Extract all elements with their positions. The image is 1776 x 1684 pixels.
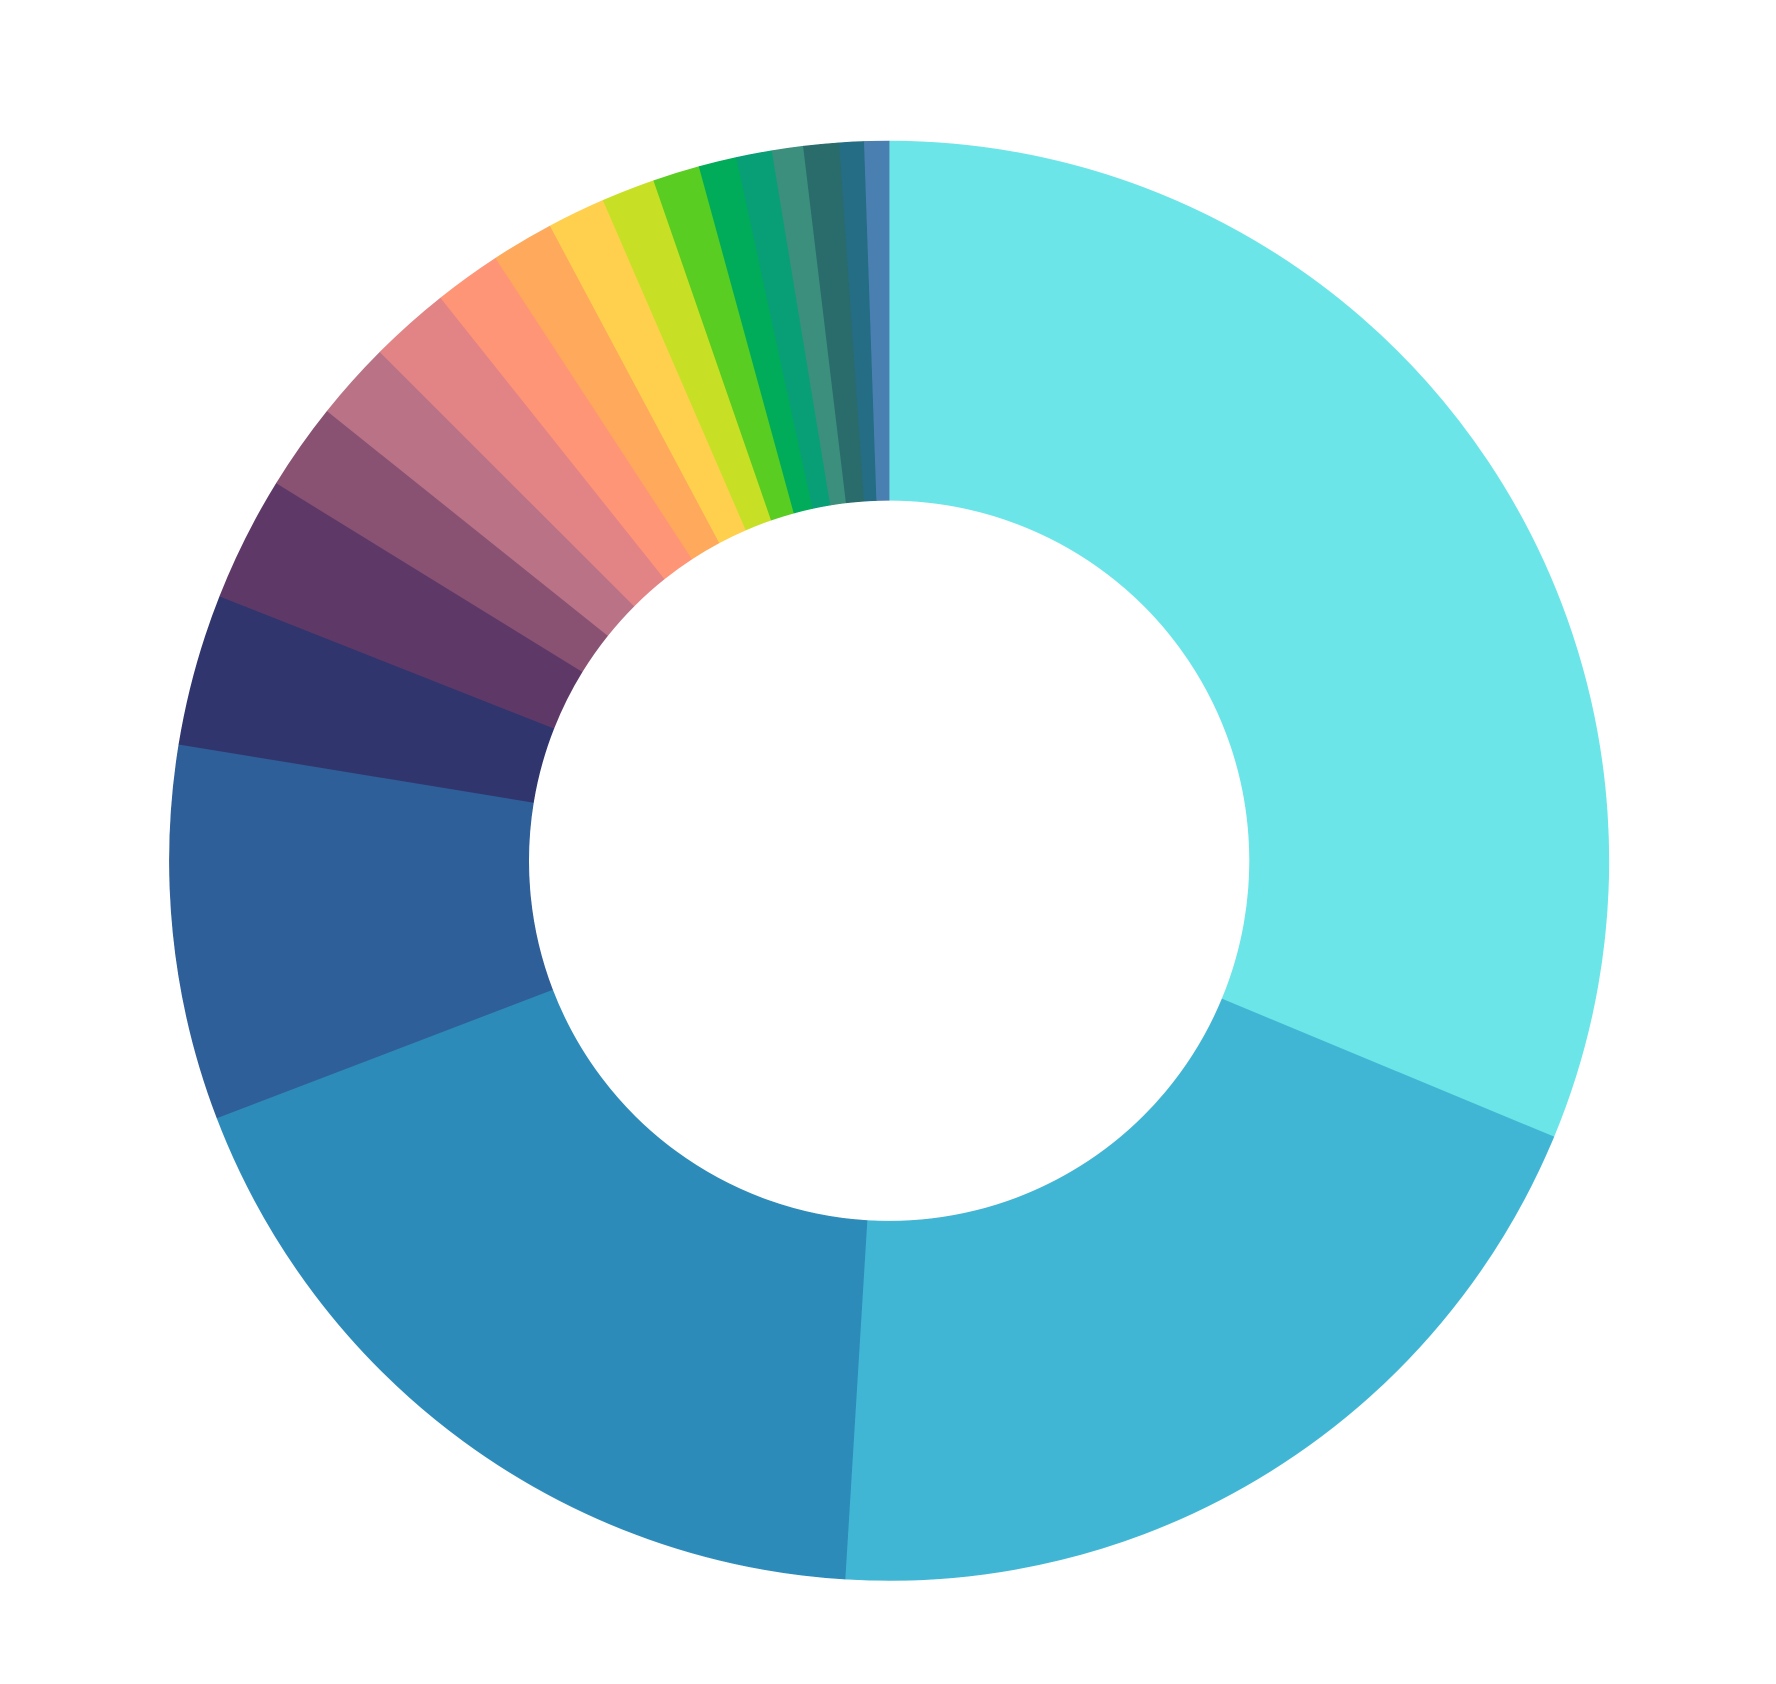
donut-slice xyxy=(216,989,868,1580)
donut-slice xyxy=(169,743,553,1119)
donut-slice xyxy=(863,140,890,501)
donut-slice xyxy=(888,140,1610,1138)
donut-slice xyxy=(844,998,1555,1581)
